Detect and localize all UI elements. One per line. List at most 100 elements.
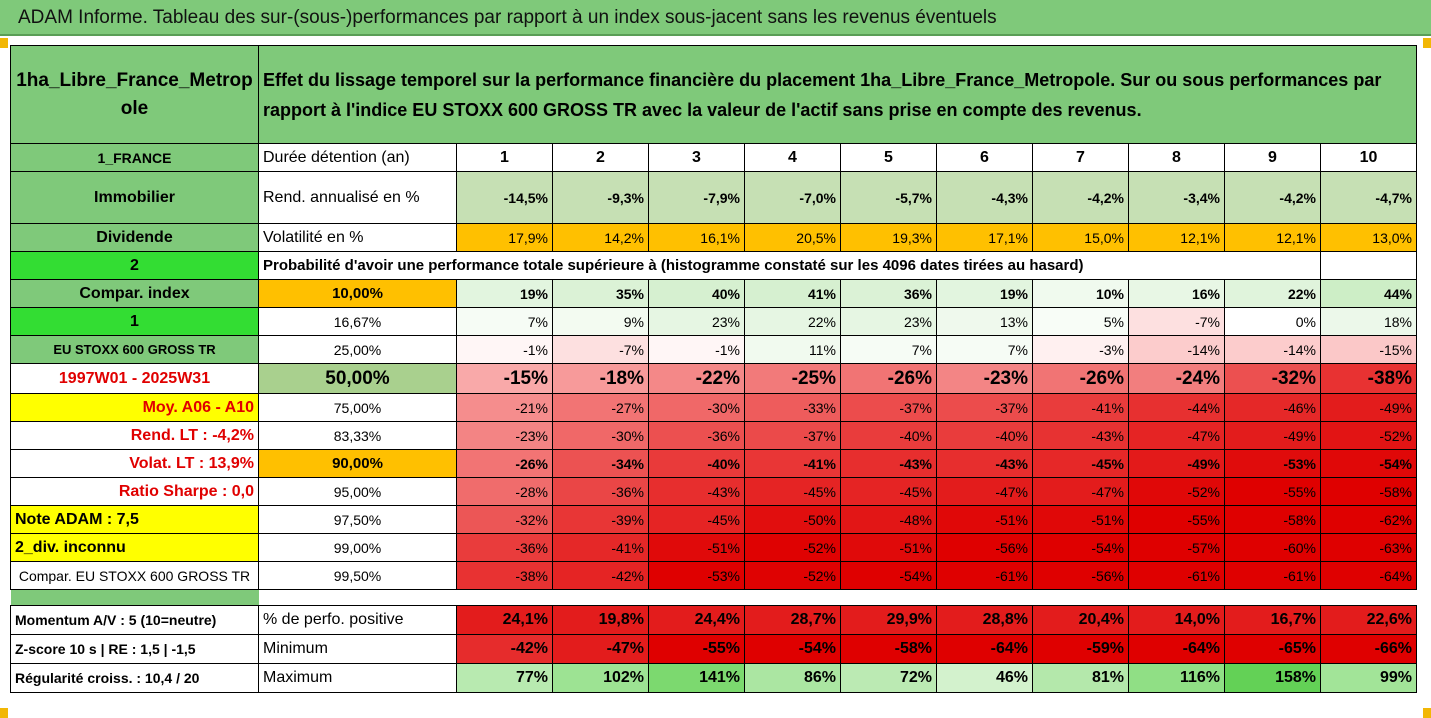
pct-cell: -36% bbox=[648, 421, 745, 450]
positive-cell: 14,0% bbox=[1128, 605, 1225, 635]
fund-name: 1ha_Libre_France_Metropole bbox=[10, 45, 259, 144]
pct-cell: -30% bbox=[648, 393, 745, 422]
pct-cell: -45% bbox=[840, 477, 937, 506]
code2-label: 2 bbox=[10, 251, 259, 280]
duree-cell: 9 bbox=[1224, 143, 1321, 172]
rend-cell: -5,7% bbox=[840, 171, 937, 224]
pct-cell: -52% bbox=[744, 561, 841, 590]
code1-label: 1 bbox=[10, 307, 259, 336]
minimum-cell: -58% bbox=[840, 634, 937, 664]
minimum-cell: -47% bbox=[552, 634, 649, 664]
pct-cell: -7% bbox=[552, 335, 649, 364]
rend-cell: -3,4% bbox=[1128, 171, 1225, 224]
rend-cell: -4,2% bbox=[1224, 171, 1321, 224]
volat-cell: 14,2% bbox=[552, 223, 649, 252]
pct-cell: -1% bbox=[456, 335, 553, 364]
regularite-label: Régularité croiss. : 10,4 / 20 bbox=[10, 663, 259, 693]
zscore-label: Z-score 10 s | RE : 1,5 | -1,5 bbox=[10, 634, 259, 664]
pct-cell: -53% bbox=[648, 561, 745, 590]
pct-cell: -27% bbox=[552, 393, 649, 422]
maximum-cell: 77% bbox=[456, 663, 553, 693]
pct-cell: -40% bbox=[840, 421, 937, 450]
pct-cell: -45% bbox=[1032, 449, 1129, 478]
rend-cell: -4,3% bbox=[936, 171, 1033, 224]
pct-cell: -56% bbox=[936, 533, 1033, 562]
pct-cell: 16% bbox=[1128, 279, 1225, 308]
pct-cell: -26% bbox=[456, 449, 553, 478]
pct-cell: 36% bbox=[840, 279, 937, 308]
momentum-label: Momentum A/V : 5 (10=neutre) bbox=[10, 605, 259, 635]
positive-cell: 24,4% bbox=[648, 605, 745, 635]
table-row: Note ADAM : 7,5 97,50% -32% -39% -45% -5… bbox=[10, 505, 1417, 534]
maximum-cell: 72% bbox=[840, 663, 937, 693]
pct-cell: -50% bbox=[744, 505, 841, 534]
pct-cell: 44% bbox=[1320, 279, 1417, 308]
table-row: Momentum A/V : 5 (10=neutre) % de perfo.… bbox=[10, 605, 1417, 635]
pct-cell: -24% bbox=[1128, 363, 1225, 394]
moy-label: Moy. A06 - A10 bbox=[10, 393, 259, 422]
rend-lt-label: Rend. LT : -4,2% bbox=[10, 421, 259, 450]
pct-cell: -26% bbox=[1032, 363, 1129, 394]
percentile-label: 97,50% bbox=[258, 505, 457, 534]
duree-cell: 8 bbox=[1128, 143, 1225, 172]
pct-cell: 18% bbox=[1320, 307, 1417, 336]
pct-cell: -61% bbox=[1224, 561, 1321, 590]
pct-cell: -43% bbox=[840, 449, 937, 478]
table-row: Compar. index 10,00% 19% 35% 40% 41% 36%… bbox=[10, 279, 1417, 308]
positive-cell: 22,6% bbox=[1320, 605, 1417, 635]
percentile-label: 90,00% bbox=[258, 449, 457, 478]
pct-cell: 41% bbox=[744, 279, 841, 308]
pct-cell: -23% bbox=[456, 421, 553, 450]
pct-cell: 40% bbox=[648, 279, 745, 308]
compar-bottom-label: Compar. EU STOXX 600 GROSS TR bbox=[10, 561, 259, 590]
corner-marker bbox=[1423, 38, 1431, 48]
pct-cell: 22% bbox=[744, 307, 841, 336]
rend-label: Rend. annualisé en % bbox=[258, 171, 457, 224]
duree-cell: 4 bbox=[744, 143, 841, 172]
duree-cell: 7 bbox=[1032, 143, 1129, 172]
maximum-cell: 141% bbox=[648, 663, 745, 693]
pct-cell: -43% bbox=[936, 449, 1033, 478]
corner-marker bbox=[1423, 708, 1431, 718]
pct-cell: -21% bbox=[456, 393, 553, 422]
rend-cell: -4,2% bbox=[1032, 171, 1129, 224]
positive-cell: 28,8% bbox=[936, 605, 1033, 635]
pct-cell: 9% bbox=[552, 307, 649, 336]
corner-marker bbox=[0, 708, 8, 718]
pct-cell: -23% bbox=[936, 363, 1033, 394]
duree-label: Durée détention (an) bbox=[258, 143, 457, 172]
pct-cell: -15% bbox=[1320, 335, 1417, 364]
country-label: 1_FRANCE bbox=[10, 143, 259, 172]
pct-cell: -34% bbox=[552, 449, 649, 478]
type-label: Dividende bbox=[10, 223, 259, 252]
table-row: Moy. A06 - A10 75,00% -21% -27% -30% -33… bbox=[10, 393, 1417, 422]
maximum-label: Maximum bbox=[258, 663, 457, 693]
pct-cell: 23% bbox=[648, 307, 745, 336]
positive-cell: 28,7% bbox=[744, 605, 841, 635]
table-row: Volat. LT : 13,9% 90,00% -26% -34% -40% … bbox=[10, 449, 1417, 478]
volat-lt-label: Volat. LT : 13,9% bbox=[10, 449, 259, 478]
pct-cell: -38% bbox=[456, 561, 553, 590]
pct-cell: -49% bbox=[1224, 421, 1321, 450]
rend-cell: -4,7% bbox=[1320, 171, 1417, 224]
sharpe-label: Ratio Sharpe : 0,0 bbox=[10, 477, 259, 506]
percentile-label: 75,00% bbox=[258, 393, 457, 422]
positive-cell: 29,9% bbox=[840, 605, 937, 635]
pct-cell: -64% bbox=[1320, 561, 1417, 590]
percentile-label: 10,00% bbox=[258, 279, 457, 308]
pct-cell: -55% bbox=[1224, 477, 1321, 506]
maximum-cell: 46% bbox=[936, 663, 1033, 693]
duree-cell: 5 bbox=[840, 143, 937, 172]
performance-table: 1ha_Libre_France_Metropole Effet du liss… bbox=[10, 45, 1417, 693]
pct-cell: -14% bbox=[1224, 335, 1321, 364]
rend-cell: -7,0% bbox=[744, 171, 841, 224]
table-row: Compar. EU STOXX 600 GROSS TR 99,50% -38… bbox=[10, 561, 1417, 590]
compar-index-label: Compar. index bbox=[10, 279, 259, 308]
pct-cell: -49% bbox=[1320, 393, 1417, 422]
pct-cell: -25% bbox=[744, 363, 841, 394]
pct-cell: -41% bbox=[744, 449, 841, 478]
table-row: EU STOXX 600 GROSS TR 25,00% -1% -7% -1%… bbox=[10, 335, 1417, 364]
pct-cell: -48% bbox=[840, 505, 937, 534]
percentile-label: 16,67% bbox=[258, 307, 457, 336]
minimum-cell: -59% bbox=[1032, 634, 1129, 664]
